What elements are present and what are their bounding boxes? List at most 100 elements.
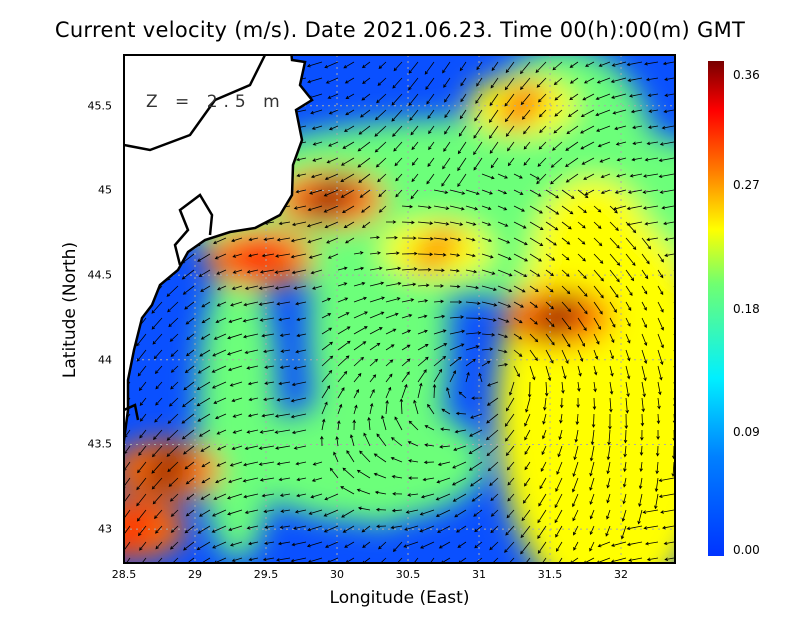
velocity-arrow — [520, 77, 531, 91]
velocity-arrow — [417, 356, 429, 367]
velocity-arrow — [258, 445, 275, 450]
velocity-arrow — [632, 141, 643, 146]
velocity-arrow — [507, 141, 515, 152]
velocity-arrow — [621, 509, 627, 522]
velocity-arrow — [640, 429, 644, 441]
velocity-arrow — [663, 109, 675, 114]
velocity-arrow — [362, 221, 371, 229]
velocity-arrow — [589, 477, 595, 491]
velocity-arrow — [274, 285, 291, 290]
velocity-arrow — [369, 311, 385, 319]
velocity-arrow — [497, 221, 509, 227]
velocity-arrow — [474, 541, 483, 549]
velocity-arrow — [248, 557, 259, 562]
velocity-arrow — [263, 509, 275, 514]
velocity-arrow — [324, 173, 339, 181]
velocity-arrow — [593, 285, 604, 299]
velocity-arrow — [258, 285, 275, 290]
velocity-arrow — [593, 301, 603, 315]
velocity-arrow — [545, 269, 554, 277]
velocity-arrow — [215, 413, 227, 420]
velocity-arrow — [606, 445, 611, 461]
velocity-arrow — [408, 77, 419, 91]
velocity-arrow — [385, 297, 401, 303]
velocity-arrow — [572, 493, 579, 508]
speed-region — [245, 401, 486, 522]
velocity-arrow — [212, 541, 227, 549]
velocity-arrow — [261, 253, 275, 258]
velocity-arrow — [137, 461, 147, 474]
velocity-arrow — [261, 493, 275, 498]
velocity-arrow — [309, 189, 323, 195]
x-tick-label: 28.5 — [111, 568, 137, 581]
velocity-arrow — [538, 109, 547, 118]
velocity-arrow — [662, 525, 675, 530]
velocity-arrow — [525, 557, 531, 563]
velocity-arrow — [610, 541, 627, 547]
velocity-arrow — [353, 281, 366, 287]
velocity-arrow — [490, 77, 499, 89]
velocity-arrow — [529, 301, 538, 308]
velocity-arrow — [663, 221, 675, 226]
velocity-arrow — [433, 368, 443, 383]
velocity-arrow — [523, 125, 531, 135]
velocity-arrow — [555, 525, 563, 538]
velocity-arrow — [474, 525, 483, 533]
velocity-arrow — [452, 461, 467, 469]
velocity-arrow — [424, 425, 435, 431]
velocity-arrow — [524, 477, 531, 487]
velocity-arrow — [391, 437, 403, 447]
speed-hotspot — [307, 176, 353, 222]
colorbar — [708, 61, 724, 556]
speed-hotspot — [534, 295, 580, 340]
velocity-arrow — [660, 509, 675, 514]
velocity-arrow — [337, 312, 350, 319]
velocity-arrow — [417, 329, 428, 335]
velocity-arrow — [276, 461, 291, 466]
velocity-arrow — [310, 269, 323, 275]
velocity-arrow — [326, 237, 339, 244]
velocity-arrow — [323, 509, 339, 517]
velocity-arrow — [438, 541, 451, 549]
velocity-arrow — [359, 450, 371, 463]
velocity-arrow — [625, 349, 631, 362]
velocity-arrow — [629, 93, 643, 98]
velocity-arrow — [275, 445, 291, 450]
velocity-arrow — [138, 445, 147, 456]
velocity-arrow — [611, 93, 627, 99]
velocity-arrow — [481, 301, 498, 307]
velocity-arrow — [401, 298, 415, 303]
velocity-arrow — [295, 189, 307, 194]
velocity-arrow — [481, 237, 493, 243]
velocity-arrow — [470, 413, 483, 419]
velocity-arrow — [584, 189, 595, 196]
velocity-arrow — [609, 349, 614, 360]
velocity-arrow — [561, 269, 570, 277]
velocity-arrow — [246, 525, 259, 530]
velocity-arrow — [321, 369, 333, 383]
x-tick-label: 32 — [614, 568, 629, 581]
velocity-arrow — [401, 220, 415, 225]
velocity-arrow — [457, 541, 467, 548]
velocity-arrow — [264, 365, 275, 369]
velocity-arrow — [411, 173, 419, 183]
velocity-arrow — [410, 189, 419, 200]
velocity-arrow — [154, 413, 163, 423]
velocity-arrow — [169, 493, 179, 502]
velocity-arrow — [401, 371, 410, 383]
velocity-arrow — [657, 285, 664, 296]
velocity-arrow — [310, 173, 323, 179]
velocity-arrow — [435, 509, 451, 517]
velocity-arrow — [657, 397, 661, 410]
velocity-arrow — [529, 269, 541, 277]
velocity-arrow — [139, 397, 147, 406]
velocity-arrow — [468, 461, 483, 471]
velocity-arrow — [215, 477, 227, 484]
velocity-arrow — [378, 61, 387, 69]
velocity-arrow — [369, 342, 381, 351]
velocity-arrow — [595, 93, 611, 101]
velocity-arrow — [306, 221, 323, 228]
velocity-arrow — [342, 525, 355, 533]
velocity-arrow — [337, 326, 351, 335]
velocity-arrow — [577, 301, 588, 315]
